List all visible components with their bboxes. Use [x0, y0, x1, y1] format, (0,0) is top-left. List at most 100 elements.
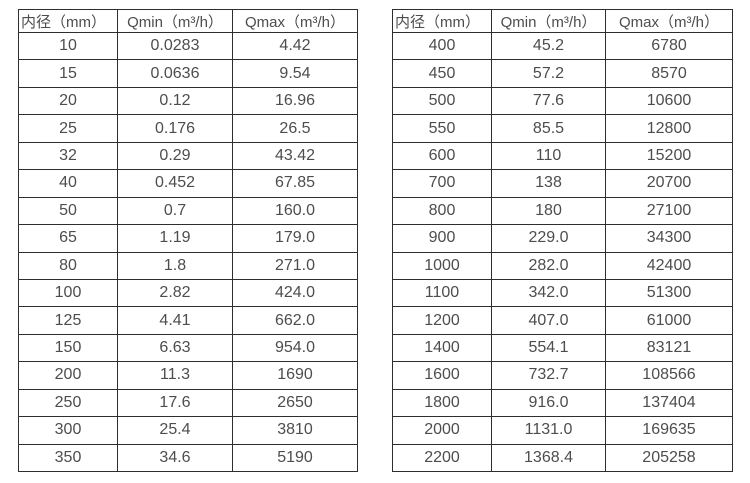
- table-row: 200 11.3 1690: [18, 361, 358, 390]
- table-cell: 954.0: [232, 333, 358, 363]
- header-row: 内径（mm） Qmin（m³/h） Qmax（m³/h）: [18, 9, 358, 33]
- header-qmin: Qmin（m³/h）: [491, 9, 606, 33]
- flow-table-large-diameters: 内径（mm） Qmin（m³/h） Qmax（m³/h） 400 45.2 6780…: [392, 9, 733, 473]
- table-cell: 2.82: [117, 278, 233, 308]
- table-row: 20 0.12 16.96: [18, 86, 358, 116]
- table-cell: 20700: [605, 169, 733, 198]
- table-cell: 300: [18, 416, 118, 445]
- table-row: 450 57.2 8570: [392, 59, 733, 88]
- table-cell: 100: [18, 278, 118, 308]
- table-cell: 550: [392, 114, 492, 143]
- table-cell: 61000: [605, 306, 733, 335]
- table-cell: 108566: [605, 361, 733, 390]
- table-row: 32 0.29 43.42: [18, 141, 358, 171]
- table-cell: 205258: [605, 443, 733, 473]
- table-cell: 1400: [392, 333, 492, 363]
- table-cell: 125: [18, 306, 118, 335]
- table-cell: 0.29: [117, 141, 233, 171]
- table-cell: 200: [18, 361, 118, 390]
- table-cell: 1600: [392, 361, 492, 390]
- table-cell: 40: [18, 169, 118, 198]
- table-cell: 43.42: [232, 141, 358, 171]
- table-cell: 500: [392, 86, 492, 116]
- table-row: 250 17.6 2650: [18, 388, 358, 418]
- table-cell: 407.0: [491, 306, 606, 335]
- table-cell: 160.0: [232, 196, 358, 226]
- table-header: 内径（mm） Qmin（m³/h） Qmax（m³/h）: [392, 9, 733, 33]
- header-qmax: Qmax（m³/h）: [605, 9, 733, 33]
- table-cell: 1800: [392, 388, 492, 418]
- table-row: 1600 732.7 108566: [392, 361, 733, 390]
- table-cell: 1.19: [117, 224, 233, 253]
- table-row: 900 229.0 34300: [392, 224, 733, 253]
- table-cell: 732.7: [491, 361, 606, 390]
- table-cell: 1.8: [117, 251, 233, 280]
- table-row: 700 138 20700: [392, 169, 733, 198]
- table-row: 80 1.8 271.0: [18, 251, 358, 280]
- table-cell: 85.5: [491, 114, 606, 143]
- table-row: 100 2.82 424.0: [18, 278, 358, 308]
- table-cell: 4.41: [117, 306, 233, 335]
- table-row: 300 25.4 3810: [18, 416, 358, 445]
- table-cell: 20: [18, 86, 118, 116]
- table-cell: 450: [392, 59, 492, 88]
- table-cell: 138: [491, 169, 606, 198]
- header-qmin: Qmin（m³/h）: [117, 9, 233, 33]
- table-cell: 77.6: [491, 86, 606, 116]
- table-cell: 3810: [232, 416, 358, 445]
- table-cell: 16.96: [232, 86, 358, 116]
- table-cell: 0.12: [117, 86, 233, 116]
- table-cell: 34300: [605, 224, 733, 253]
- table-cell: 229.0: [491, 224, 606, 253]
- header-inner-diameter: 内径（mm）: [392, 9, 492, 33]
- table-cell: 42400: [605, 251, 733, 280]
- table-cell: 17.6: [117, 388, 233, 418]
- table-cell: 15: [18, 59, 118, 88]
- table-row: 40 0.452 67.85: [18, 169, 358, 198]
- table-cell: 900: [392, 224, 492, 253]
- table-cell: 169635: [605, 416, 733, 445]
- table-cell: 250: [18, 388, 118, 418]
- table-cell: 400: [392, 31, 492, 61]
- table-header: 内径（mm） Qmin（m³/h） Qmax（m³/h）: [18, 9, 358, 33]
- table-cell: 57.2: [491, 59, 606, 88]
- table-row: 500 77.6 10600: [392, 86, 733, 116]
- table-cell: 916.0: [491, 388, 606, 418]
- table-cell: 6.63: [117, 333, 233, 363]
- table-cell: 5190: [232, 443, 358, 473]
- table-cell: 80: [18, 251, 118, 280]
- table-cell: 15200: [605, 141, 733, 171]
- table-cell: 1000: [392, 251, 492, 280]
- table-cell: 1200: [392, 306, 492, 335]
- table-cell: 137404: [605, 388, 733, 418]
- table-row: 10 0.0283 4.42: [18, 31, 358, 61]
- table-cell: 1131.0: [491, 416, 606, 445]
- table-row: 600 110 15200: [392, 141, 733, 171]
- table-cell: 2650: [232, 388, 358, 418]
- table-cell: 83121: [605, 333, 733, 363]
- table-cell: 32: [18, 141, 118, 171]
- table-row: 550 85.5 12800: [392, 114, 733, 143]
- table-row: 15 0.0636 9.54: [18, 59, 358, 88]
- table-row: 65 1.19 179.0: [18, 224, 358, 253]
- table-row: 1400 554.1 83121: [392, 333, 733, 363]
- table-cell: 2200: [392, 443, 492, 473]
- header-inner-diameter: 内径（mm）: [18, 9, 118, 33]
- table-cell: 27100: [605, 196, 733, 226]
- table-row: 800 180 27100: [392, 196, 733, 226]
- table-row: 1800 916.0 137404: [392, 388, 733, 418]
- table-cell: 25.4: [117, 416, 233, 445]
- table-row: 400 45.2 6780: [392, 31, 733, 61]
- table-cell: 0.452: [117, 169, 233, 198]
- table-cell: 4.42: [232, 31, 358, 61]
- table-cell: 0.176: [117, 114, 233, 143]
- table-cell: 179.0: [232, 224, 358, 253]
- table-cell: 50: [18, 196, 118, 226]
- table-cell: 25: [18, 114, 118, 143]
- header-qmax: Qmax（m³/h）: [232, 9, 358, 33]
- table-cell: 12800: [605, 114, 733, 143]
- table-body: 400 45.2 6780 450 57.2 8570 500 77.6 10600 550 85.…: [392, 31, 733, 473]
- table-cell: 9.54: [232, 59, 358, 88]
- table-cell: 45.2: [491, 31, 606, 61]
